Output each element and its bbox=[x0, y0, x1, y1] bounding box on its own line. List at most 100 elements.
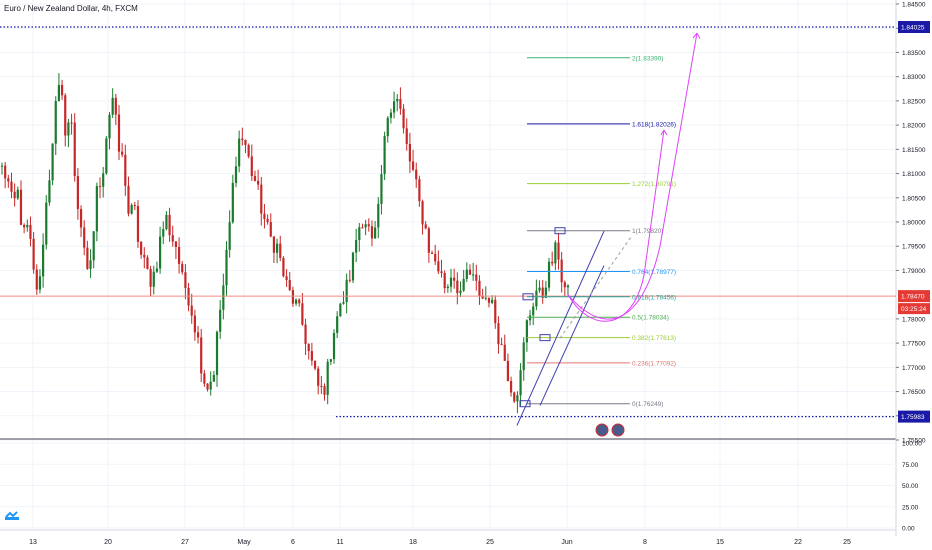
candle-up bbox=[159, 236, 162, 269]
candle-down bbox=[190, 305, 193, 316]
channel-median-dashed bbox=[559, 235, 633, 339]
y-tick-label: 1.79500 bbox=[902, 244, 926, 251]
fib-level-label: 2(1.83390) bbox=[632, 55, 663, 62]
candle-down bbox=[509, 381, 513, 393]
candle-down bbox=[98, 186, 102, 188]
candle-down bbox=[301, 303, 304, 325]
candle-down bbox=[313, 360, 317, 369]
indicator-y-tick-label: 100.00 bbox=[902, 441, 922, 448]
projection-arrowhead-short bbox=[660, 129, 668, 136]
y-tick-label: 1.81000 bbox=[902, 171, 926, 178]
fib-level-label: 1.618(1.82026) bbox=[632, 121, 676, 128]
candle-up bbox=[516, 395, 519, 402]
candle-down bbox=[307, 343, 310, 352]
candle-down bbox=[4, 165, 7, 179]
level-price-label: 1.84025 bbox=[901, 25, 925, 32]
candle-down bbox=[288, 280, 291, 291]
candle-up bbox=[484, 297, 487, 299]
countdown-label: 03:25:24 bbox=[901, 306, 927, 313]
candle-up bbox=[108, 114, 111, 139]
candle-down bbox=[405, 128, 408, 144]
candle-down bbox=[73, 122, 76, 177]
channel-line-upper bbox=[516, 231, 605, 426]
candle-down bbox=[174, 241, 178, 247]
candle-down bbox=[127, 185, 130, 214]
candle-up bbox=[528, 315, 532, 321]
candle-up bbox=[386, 117, 389, 137]
y-tick-label: 1.78000 bbox=[902, 316, 926, 323]
fib-level-label: 0.764(1.78977) bbox=[632, 269, 676, 276]
candle-down bbox=[19, 189, 23, 225]
candle-up bbox=[51, 143, 54, 181]
candle-up bbox=[462, 278, 465, 291]
candle-up bbox=[396, 98, 399, 102]
candle-down bbox=[478, 280, 481, 296]
candle-down bbox=[468, 269, 472, 275]
candle-up bbox=[231, 182, 234, 223]
y-tick-label: 1.82500 bbox=[902, 98, 926, 105]
candle-up bbox=[16, 189, 19, 199]
candle-down bbox=[136, 205, 140, 242]
indicator-y-tick-label: 50.00 bbox=[902, 483, 919, 490]
candle-up bbox=[380, 174, 383, 204]
candle-down bbox=[560, 259, 563, 283]
candle-down bbox=[181, 263, 184, 273]
candle-down bbox=[244, 139, 247, 145]
x-tick-label: Jun bbox=[561, 539, 572, 546]
y-tick-label: 1.81500 bbox=[902, 147, 926, 154]
candle-up bbox=[364, 224, 367, 228]
candle-down bbox=[487, 297, 491, 303]
candle-up bbox=[336, 316, 339, 333]
candle-up bbox=[459, 290, 462, 294]
y-tick-label: 1.83000 bbox=[902, 74, 926, 81]
candle-down bbox=[430, 252, 434, 254]
candle-up bbox=[329, 359, 332, 362]
candle-down bbox=[64, 95, 67, 136]
indicator-y-tick-label: 25.00 bbox=[902, 504, 919, 511]
candle-down bbox=[184, 272, 187, 288]
candle-down bbox=[481, 295, 484, 299]
candle-down bbox=[415, 169, 418, 180]
y-tick-label: 1.79000 bbox=[902, 268, 926, 275]
candle-down bbox=[79, 208, 83, 228]
candle-down bbox=[348, 279, 351, 281]
y-tick-label: 1.77500 bbox=[902, 341, 926, 348]
candle-down bbox=[114, 97, 117, 115]
y-tick-label: 1.80500 bbox=[902, 195, 926, 202]
chart-title: Euro / New Zealand Dollar, 4h, FXCM bbox=[4, 4, 138, 13]
candle-down bbox=[10, 181, 13, 192]
fib-level-label: 0.236(1.77092) bbox=[632, 360, 676, 367]
candle-up bbox=[212, 374, 215, 382]
candle-down bbox=[7, 178, 10, 182]
candle-down bbox=[32, 238, 35, 270]
candle-down bbox=[513, 392, 516, 402]
level-price-box bbox=[898, 21, 930, 34]
candle-down bbox=[421, 201, 424, 225]
candle-down bbox=[177, 246, 181, 264]
y-tick-label: 1.83500 bbox=[902, 50, 926, 57]
x-tick-label: 11 bbox=[336, 539, 343, 546]
candle-down bbox=[370, 226, 374, 239]
level-price-label: 1.75983 bbox=[901, 414, 925, 421]
candle-up bbox=[491, 299, 494, 303]
candle-up bbox=[446, 286, 449, 289]
x-tick-label: 22 bbox=[794, 539, 802, 546]
tradingview-logo-icon[interactable] bbox=[5, 510, 19, 520]
candle-down bbox=[35, 269, 38, 290]
candle-down bbox=[298, 299, 301, 304]
event-marker-icon bbox=[595, 423, 609, 437]
candle-up bbox=[89, 260, 92, 269]
candle-down bbox=[263, 213, 266, 220]
candle-down bbox=[500, 344, 503, 346]
x-tick-label: 25 bbox=[486, 539, 494, 546]
candle-up bbox=[225, 249, 228, 286]
projection-curve-long bbox=[567, 32, 698, 320]
candle-up bbox=[105, 138, 108, 174]
candle-down bbox=[171, 235, 174, 242]
y-tick-label: 1.76500 bbox=[902, 389, 926, 396]
candle-up bbox=[67, 122, 70, 136]
candle-up bbox=[54, 101, 57, 144]
candle-up bbox=[554, 242, 557, 264]
